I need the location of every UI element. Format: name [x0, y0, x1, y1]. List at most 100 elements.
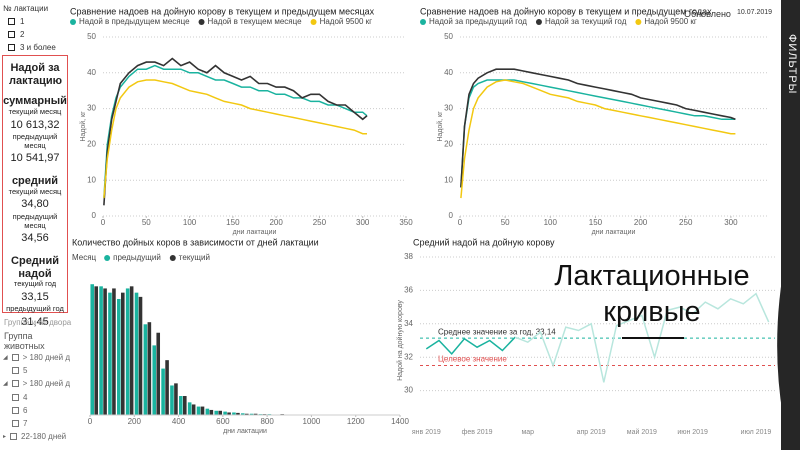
legend-marker — [70, 19, 76, 25]
filter-option[interactable]: 3 и более — [8, 43, 56, 52]
y-tick-label: 50 — [87, 32, 96, 41]
filter-option[interactable]: 2 — [8, 30, 24, 39]
tree-item[interactable]: ◢ > 180 дней д — [3, 379, 70, 388]
option-label: 1 — [20, 17, 25, 26]
chart-title: Сравнение надоев на дойную корову в теку… — [420, 6, 712, 16]
bar — [143, 324, 148, 415]
x-tick-label: 0 — [458, 218, 463, 227]
bar — [241, 413, 245, 415]
checkbox — [12, 367, 19, 375]
y-axis-label: Надой на дойную корову — [396, 300, 404, 381]
tree-item[interactable]: 5 — [12, 366, 27, 375]
reference-label: Целевое значение — [438, 355, 507, 364]
bar — [218, 410, 223, 415]
y-axis-label: Надой, кг — [436, 111, 444, 142]
updated-label: Обновлено — [684, 9, 731, 19]
x-tick-label: 1000 — [303, 417, 321, 426]
checkbox — [11, 380, 19, 388]
tree-item[interactable]: 6 — [12, 406, 27, 415]
bar — [99, 286, 103, 415]
x-tick-label: 200 — [269, 218, 283, 227]
kpi-block-title: суммарный — [3, 95, 67, 108]
series-line — [460, 79, 736, 188]
bar — [179, 396, 183, 415]
x-tick-label: 1200 — [347, 417, 365, 426]
x-tick-label: 350 — [399, 218, 413, 227]
checkbox — [11, 354, 19, 361]
kpi-block-title: Средний надой — [11, 254, 59, 280]
kpi-value: 34,56 — [21, 232, 49, 245]
checkbox — [8, 31, 15, 38]
bar — [117, 298, 121, 415]
y-tick-label: 38 — [404, 252, 413, 261]
bar — [183, 396, 187, 415]
bar — [129, 286, 134, 415]
x-axis-label: дни лактации — [223, 428, 267, 435]
y-tick-label: 36 — [404, 286, 413, 295]
bar — [187, 402, 192, 415]
bar — [103, 288, 107, 415]
x-tick-label: 250 — [679, 218, 693, 227]
legend-marker — [104, 255, 111, 261]
kpi-label: предыдущий месяц — [12, 132, 58, 150]
bar — [112, 288, 116, 415]
y-tick-label: 40 — [444, 68, 453, 77]
y-axis-label: Надой, кг — [79, 111, 87, 142]
checkbox — [10, 433, 18, 441]
tree-label: > 180 дней д — [22, 353, 70, 362]
x-axis-label: дни лактации — [233, 229, 277, 236]
x-tick-label: 50 — [501, 218, 510, 227]
bar — [205, 408, 210, 415]
tree-item[interactable]: 7 — [12, 419, 27, 428]
filters-tab[interactable]: ФИЛЬТРЫ — [781, 0, 800, 450]
legend-label: Надой в предыдущем месяце — [79, 17, 190, 26]
tree-label: 5 — [23, 366, 28, 376]
y-tick-label: 0 — [449, 211, 454, 220]
bar — [249, 413, 254, 415]
y-tick-label: 0 — [92, 211, 97, 220]
tree-label: 7 — [23, 419, 28, 428]
kpi-label: текущий месяц — [8, 106, 62, 116]
x-tick-label: 400 — [172, 417, 186, 426]
legend-marker — [169, 255, 176, 261]
series-line — [514, 292, 770, 383]
chart-title: Средний надой на дойную корову — [413, 237, 555, 247]
bar — [161, 368, 165, 415]
kpi-label: текущий год — [13, 279, 57, 289]
legend-marker — [420, 19, 426, 25]
legend-label: Надой 9500 кг — [644, 17, 697, 26]
bar — [147, 322, 152, 415]
kpi-label: текущий месяц — [8, 186, 62, 196]
tree-item[interactable]: ▸ 22-180 дней — [3, 432, 66, 441]
filter-option[interactable]: 1 — [8, 17, 24, 26]
bar — [170, 385, 174, 415]
legend-label: текущий — [179, 253, 210, 262]
filters-tab-label[interactable]: ФИЛЬТРЫ — [786, 34, 798, 95]
y-tick-label: 30 — [87, 104, 96, 113]
y-tick-label: 30 — [404, 386, 413, 395]
bar — [191, 404, 196, 415]
tree-label: 22-180 дней — [21, 432, 67, 442]
tree-item[interactable]: 4 — [12, 393, 27, 402]
x-tick-label: мар — [521, 429, 534, 436]
bar — [138, 296, 143, 415]
y-tick-label: 20 — [87, 140, 96, 149]
filter-title: № лактации — [3, 4, 49, 13]
chart-title: Сравнение надоев на дойную корову в теку… — [70, 6, 375, 16]
x-tick-label: 200 — [128, 417, 142, 426]
x-tick-label: 100 — [183, 218, 197, 227]
tree-arrow: ◢ — [3, 381, 8, 388]
legend-marker — [635, 19, 642, 25]
tree-item[interactable]: ◢ > 180 дней д — [3, 353, 70, 362]
checkbox — [8, 18, 15, 25]
legend-label: предыдущий — [113, 253, 161, 262]
bar — [156, 332, 161, 415]
x-tick-label: фев 2019 — [462, 429, 493, 436]
legend-marker — [535, 19, 542, 25]
series-line — [425, 336, 516, 356]
y-tick-label: 50 — [444, 32, 453, 41]
legend-label: Надой за предыдущий год — [429, 17, 527, 26]
x-tick-label: 300 — [724, 218, 738, 227]
